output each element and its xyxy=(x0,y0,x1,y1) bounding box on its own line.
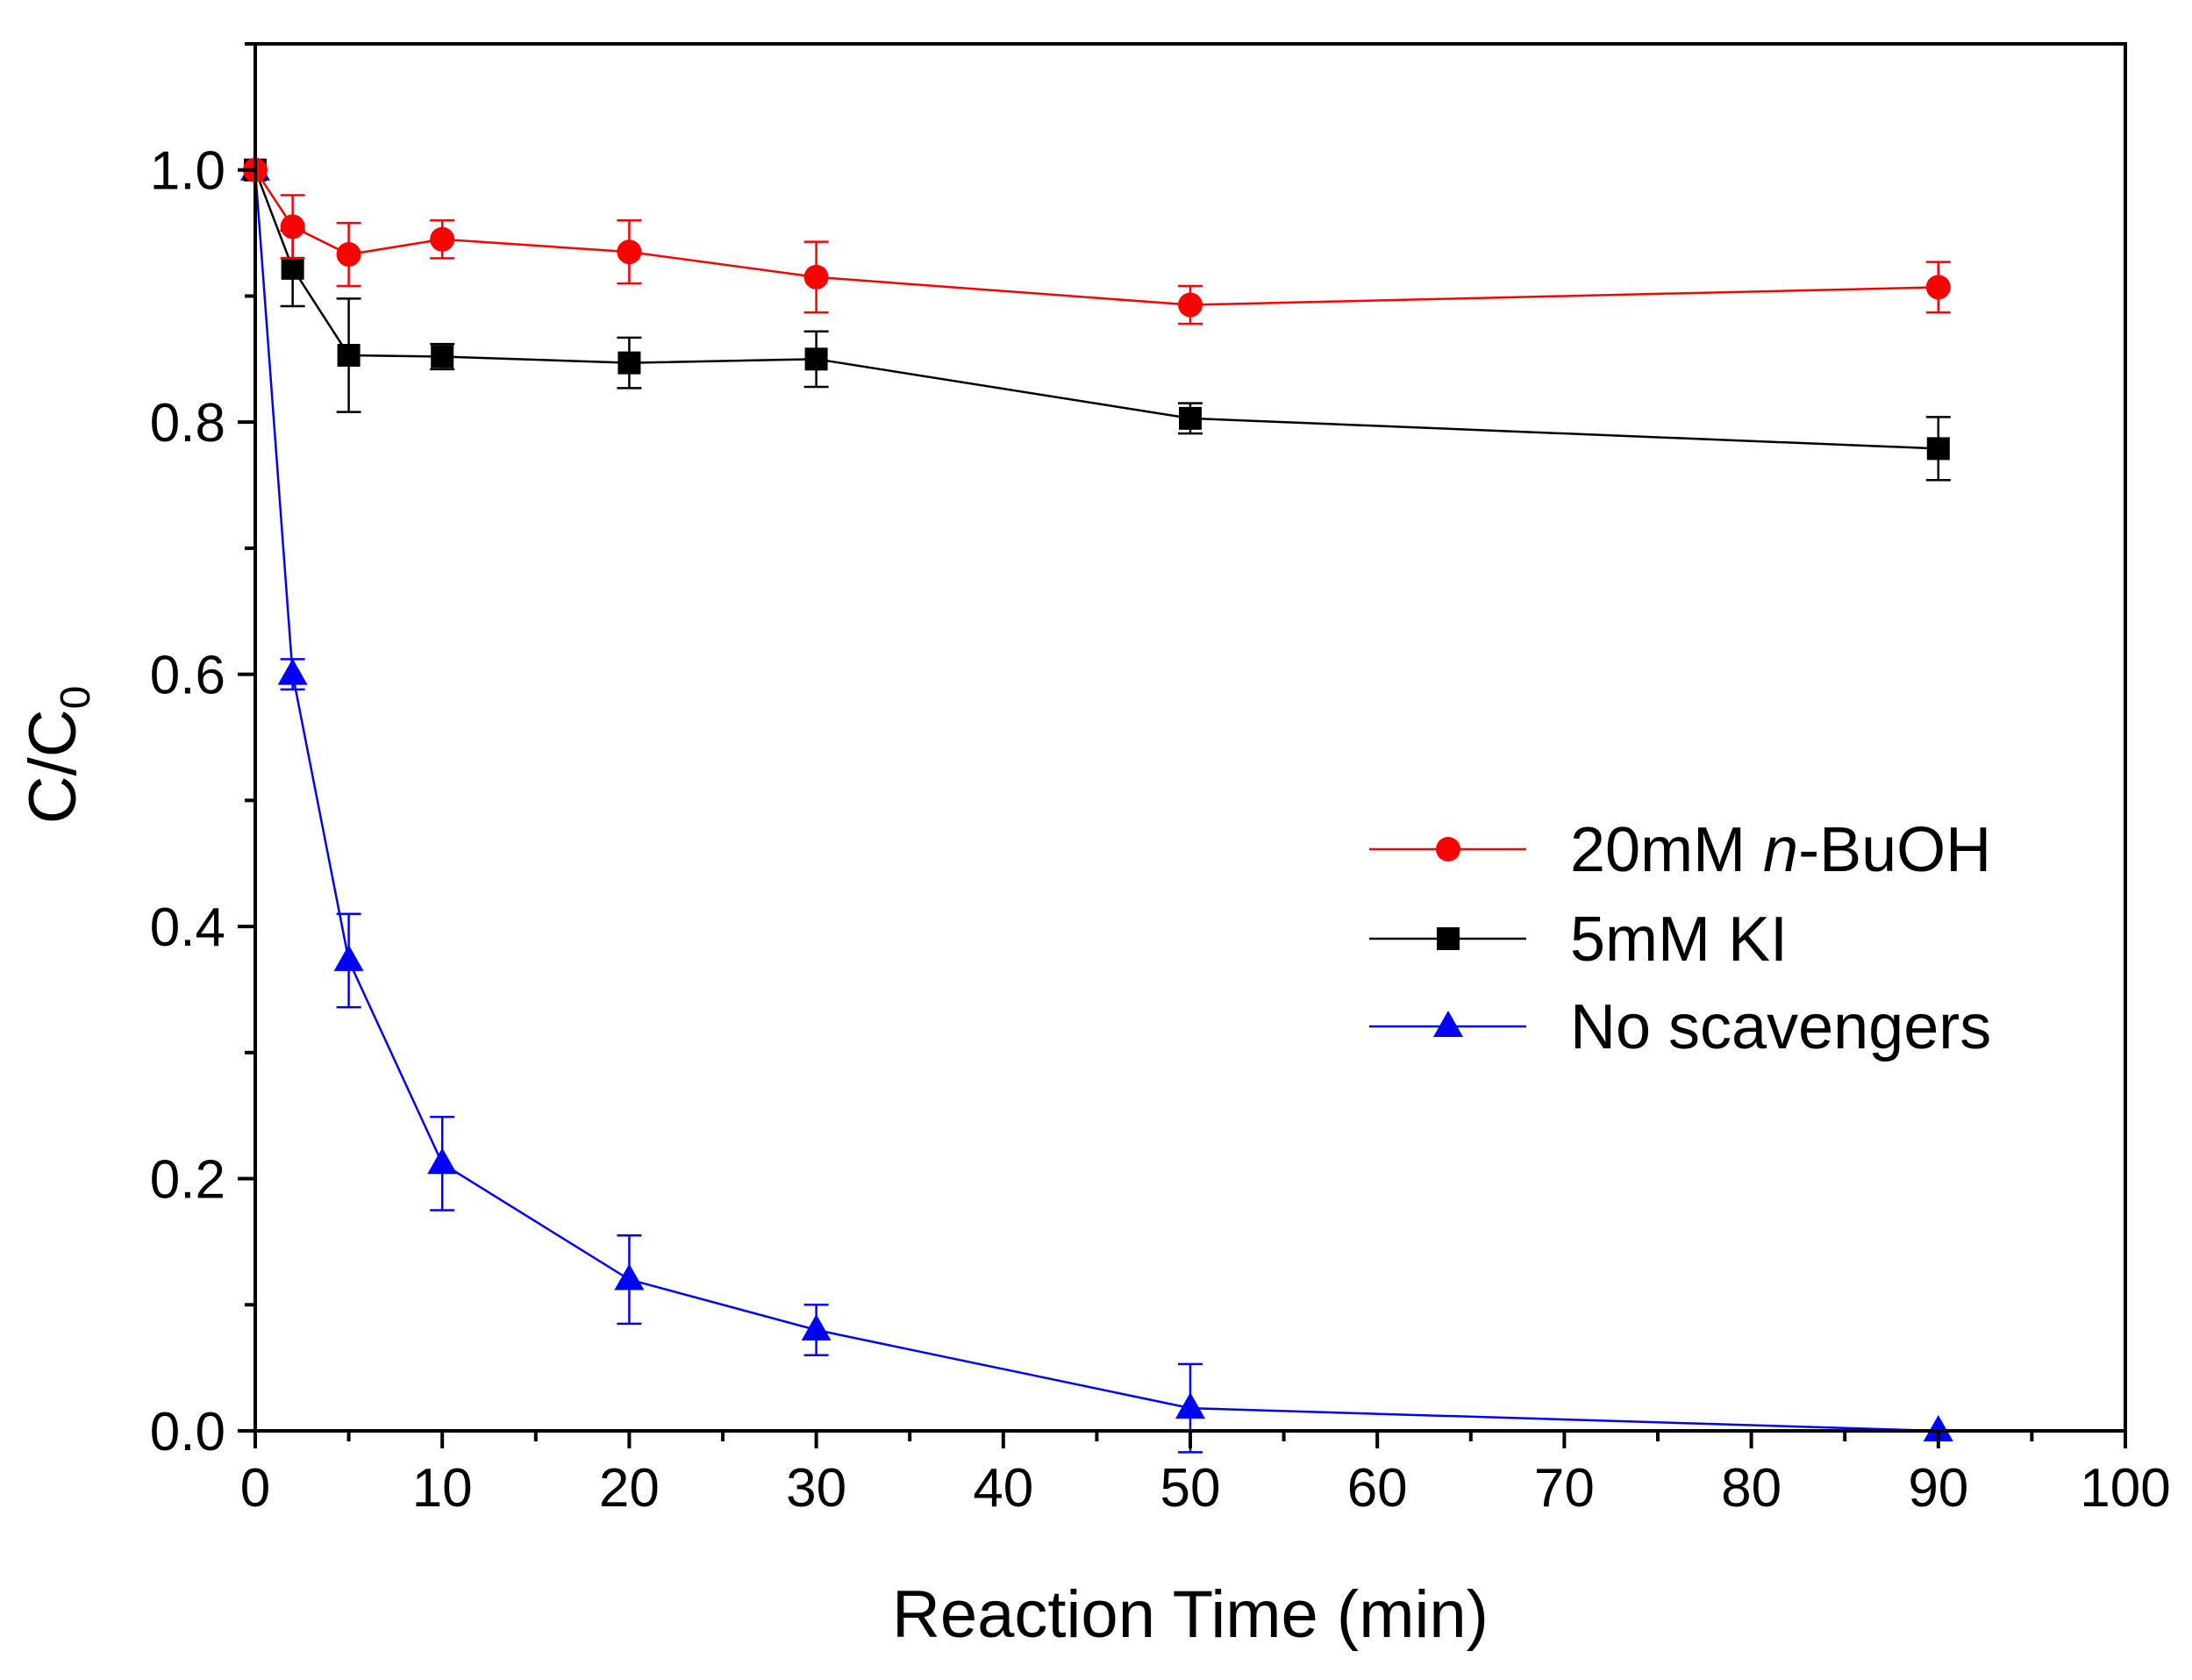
legend-label: 5mM KI xyxy=(1570,904,1788,975)
legend-label-part: 5mM KI xyxy=(1570,904,1788,975)
legend-marker xyxy=(1433,1011,1463,1037)
data-point xyxy=(336,242,361,268)
x-tick-label: 60 xyxy=(1347,1458,1408,1519)
series-layer xyxy=(240,154,1953,1454)
legend-label-part: -BuOH xyxy=(1798,815,1991,885)
series-line xyxy=(253,169,1939,1433)
legend-entry: No scavengers xyxy=(1369,992,1991,1062)
y-tick-label: 0.6 xyxy=(150,646,225,706)
data-point xyxy=(803,264,829,290)
y-tick-label: 0.8 xyxy=(150,393,225,454)
data-point xyxy=(1178,292,1203,318)
data-point xyxy=(333,944,364,971)
data-point xyxy=(804,347,828,371)
data-point xyxy=(1925,275,1951,300)
ticks-layer xyxy=(238,42,2127,1448)
series-line xyxy=(253,169,1939,450)
legend-marker xyxy=(1436,837,1460,861)
legend-label-part: 20mM xyxy=(1570,815,1763,885)
y-axis-title-main: C/C xyxy=(16,709,90,824)
data-point xyxy=(1179,406,1202,430)
x-tick-label: 100 xyxy=(2080,1458,2170,1519)
legend-label-part: n xyxy=(1763,815,1798,885)
y-axis-title-subscript: 0 xyxy=(53,686,99,710)
legend-marker xyxy=(1437,927,1460,950)
legend-label: 20mM n-BuOH xyxy=(1570,815,1991,885)
y-tick-label: 0.2 xyxy=(150,1150,225,1211)
data-point xyxy=(617,239,642,265)
x-tick-label: 10 xyxy=(412,1458,473,1519)
x-tick-label: 0 xyxy=(240,1458,270,1519)
legend-label: No scavengers xyxy=(1570,992,1991,1062)
series-circle xyxy=(243,157,1951,325)
y-tick-label: 0.0 xyxy=(150,1402,225,1462)
data-point xyxy=(431,345,454,368)
y-tick-label: 1.0 xyxy=(150,141,225,202)
data-point xyxy=(801,1314,832,1341)
data-point xyxy=(614,1263,645,1290)
legend-entry: 5mM KI xyxy=(1369,904,1788,975)
tick-labels-layer: 0 10 20 30 40 50 60 70 80 90 100 0.0 0.2 0.4 0.6 0.8 1.0 xyxy=(150,141,2171,1519)
data-point xyxy=(281,256,304,280)
data-point xyxy=(1926,437,1950,461)
data-point xyxy=(1923,1415,1953,1441)
x-axis-title: Reaction Time (min) xyxy=(892,1577,1489,1652)
data-point xyxy=(280,214,305,239)
data-point xyxy=(1175,1392,1205,1419)
legend-entry: 20mM n-BuOH xyxy=(1369,815,1991,885)
x-tick-label: 90 xyxy=(1908,1458,1968,1519)
x-tick-label: 20 xyxy=(599,1458,660,1519)
series-square xyxy=(244,158,1951,482)
data-point xyxy=(337,344,361,368)
x-tick-label: 30 xyxy=(786,1458,846,1519)
x-tick-label: 80 xyxy=(1721,1458,1781,1519)
y-tick-label: 0.4 xyxy=(150,897,225,958)
x-tick-label: 70 xyxy=(1534,1458,1595,1519)
data-point xyxy=(430,226,455,252)
x-tick-label: 50 xyxy=(1160,1458,1221,1519)
y-axis-title: C/C0 xyxy=(16,686,99,825)
data-point xyxy=(277,658,308,685)
data-point xyxy=(427,1147,458,1175)
data-point xyxy=(618,351,641,375)
x-tick-label: 40 xyxy=(973,1458,1033,1519)
legend-label-part: No scavengers xyxy=(1570,992,1991,1062)
